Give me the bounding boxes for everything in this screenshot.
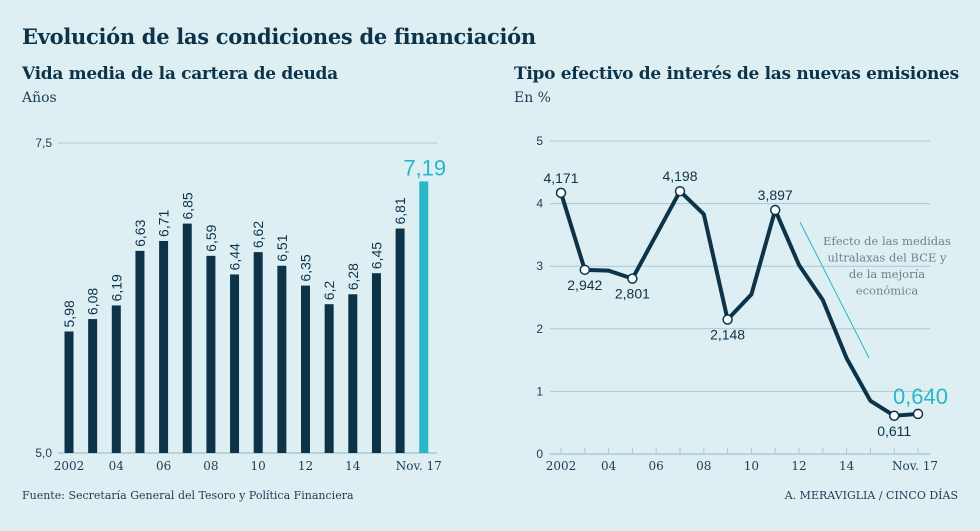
point-label: 2,801 xyxy=(615,286,650,302)
point-label: 4,171 xyxy=(543,170,578,186)
annotation-line xyxy=(799,221,870,359)
credit-note: A. MERAVIGLIA / CINCO DÍAS xyxy=(784,489,958,502)
bar-value-label: 6,44 xyxy=(227,243,243,270)
line-chart-unit: En % xyxy=(514,90,551,106)
bar-x-tick-label: 10 xyxy=(251,459,266,473)
line-x-tick-label: 08 xyxy=(696,459,711,473)
point-label: 3,897 xyxy=(758,187,793,203)
bar-highlight xyxy=(419,181,429,453)
bar xyxy=(206,255,216,453)
annotation-text: de la mejoría xyxy=(849,267,925,281)
line-y-tick-label: 5 xyxy=(536,134,543,148)
bar-value-label-highlight: 7,19 xyxy=(403,155,446,180)
line-x-tick-label: 06 xyxy=(649,459,664,473)
bar-x-tick-label: 08 xyxy=(203,459,218,473)
bar-value-label: 6,2 xyxy=(321,281,337,301)
bar-value-label: 6,35 xyxy=(298,254,314,281)
bar xyxy=(277,265,287,453)
bar xyxy=(88,319,98,453)
bar xyxy=(348,294,358,453)
line-y-tick-label: 0 xyxy=(536,447,543,461)
bar-x-tick-label: 06 xyxy=(156,459,171,473)
point-label: 0,611 xyxy=(877,423,911,439)
data-point xyxy=(769,204,781,216)
bar xyxy=(230,274,240,453)
line-y-tick-label: 2 xyxy=(536,322,543,336)
bar xyxy=(395,228,405,453)
bar xyxy=(159,240,169,453)
bar xyxy=(301,285,310,453)
annotation-text: Efecto de las medidas xyxy=(823,234,951,248)
line-x-tick-label: 14 xyxy=(839,459,855,473)
line-x-tick-label: 04 xyxy=(601,459,617,473)
bar xyxy=(371,273,381,453)
bar-x-tick-label: 14 xyxy=(345,459,361,473)
bar-value-label: 6,71 xyxy=(156,209,172,236)
bar xyxy=(64,331,74,453)
bar xyxy=(253,252,263,453)
line-y-tick-label: 3 xyxy=(536,259,543,273)
line-y-tick-label: 4 xyxy=(536,197,543,211)
point-label: 2,148 xyxy=(710,327,745,343)
source-note: Fuente: Secretaría General del Tesoro y … xyxy=(22,489,354,502)
data-point xyxy=(674,185,686,197)
annotation-text: ultralaxas del BCE y xyxy=(827,251,947,265)
bar-value-label: 6,63 xyxy=(132,219,148,246)
main-title: Evolución de las condiciones de financia… xyxy=(22,24,536,49)
line-chart-title: Tipo efectivo de interés de las nuevas e… xyxy=(514,64,959,84)
bar xyxy=(324,304,334,453)
bar-y-tick-label: 5,0 xyxy=(35,446,52,460)
bar-chart-unit: Años xyxy=(22,90,57,106)
point-label: 2,942 xyxy=(567,277,602,293)
bar xyxy=(135,250,145,453)
bar-x-tick-label: 04 xyxy=(109,459,125,473)
bar-x-tick-label: 2002 xyxy=(54,459,85,473)
data-point xyxy=(888,410,900,422)
bar-value-label: 6,19 xyxy=(108,274,124,301)
data-point xyxy=(912,408,924,420)
line-x-tick-label: Nov. 17 xyxy=(892,459,938,473)
bar-value-label: 6,59 xyxy=(203,224,219,251)
series-line xyxy=(559,189,920,418)
bar-value-label: 5,98 xyxy=(61,300,77,327)
bar-value-label: 6,81 xyxy=(392,197,408,224)
line-x-tick-label: 10 xyxy=(744,459,759,473)
line-x-tick-label: 2002 xyxy=(546,459,577,473)
bar xyxy=(182,223,192,453)
bar-value-label: 6,62 xyxy=(250,221,266,248)
bar xyxy=(111,305,121,453)
bar-value-label: 6,51 xyxy=(274,234,290,261)
data-point xyxy=(722,314,733,325)
bar-y-tick-label: 7,5 xyxy=(35,136,52,150)
bar-value-label: 6,28 xyxy=(345,263,361,290)
bar-value-label: 6,08 xyxy=(85,288,101,315)
bar-value-label: 6,45 xyxy=(368,242,384,269)
point-label-highlight: 0,640 xyxy=(893,384,948,409)
point-label: 4,198 xyxy=(662,168,697,184)
data-point xyxy=(555,187,567,199)
data-point xyxy=(579,264,591,276)
bar-x-tick-label: 12 xyxy=(298,459,313,473)
annotation-text: económica xyxy=(856,284,919,298)
data-point xyxy=(627,273,638,284)
bar-value-label: 6,85 xyxy=(179,192,195,219)
line-x-tick-label: 12 xyxy=(791,459,806,473)
line-y-tick-label: 1 xyxy=(536,384,543,398)
bar-chart-title: Vida media de la cartera de deuda xyxy=(22,64,338,84)
bar-x-tick-label: Nov. 17 xyxy=(396,459,442,473)
